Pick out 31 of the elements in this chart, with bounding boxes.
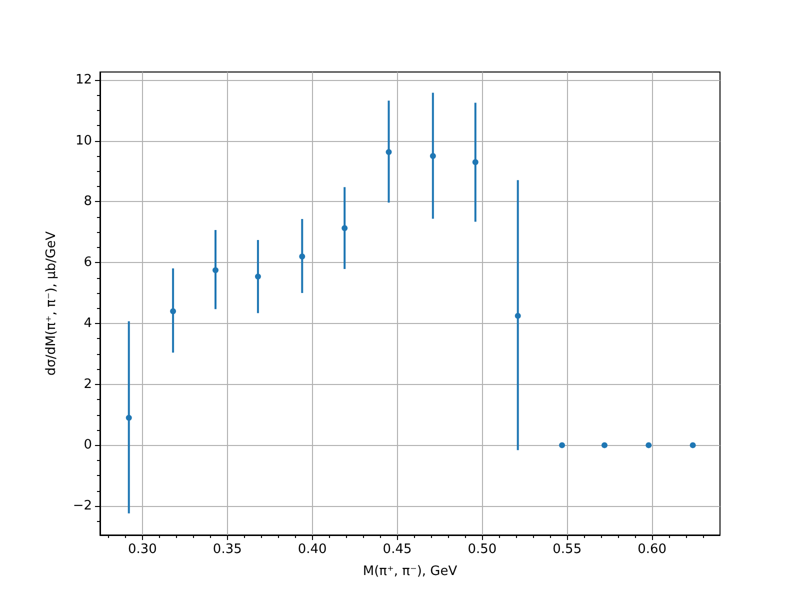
point — [254, 274, 261, 280]
point — [342, 225, 348, 232]
x-tick-label: 0.40 — [298, 542, 327, 557]
x-tick-label: 0.35 — [212, 542, 242, 557]
y-tick-label: 8 — [84, 194, 92, 210]
point — [126, 414, 132, 421]
point — [299, 253, 306, 260]
y-axis-title: dσ/dM(π⁺, π⁻), μb/GeV — [44, 231, 59, 376]
point — [430, 153, 436, 160]
y-tick-label: 0 — [84, 438, 92, 453]
x-tick-label: 0.50 — [468, 542, 497, 557]
y-tick-label: 12 — [75, 72, 92, 88]
point — [602, 442, 608, 448]
y-tick-label: 10 — [75, 133, 92, 148]
y-tick-label: 6 — [84, 255, 92, 270]
y-tick-label: 2 — [84, 376, 92, 392]
x-tick-label: 0.60 — [638, 542, 667, 557]
point — [472, 159, 478, 166]
x-tick-label: 0.45 — [382, 542, 412, 557]
point — [386, 149, 392, 156]
point — [646, 442, 652, 448]
x-tick-label: 0.30 — [128, 542, 157, 557]
point — [514, 312, 521, 319]
y-tick-label: 4 — [84, 316, 92, 331]
point — [212, 267, 219, 274]
y-tick-label: −2 — [72, 498, 92, 514]
x-tick-label: 0.55 — [552, 542, 582, 557]
x-axis-title: M(π⁺, π⁻), GeV — [362, 564, 458, 579]
point — [690, 442, 696, 448]
point — [170, 308, 176, 314]
point — [559, 442, 566, 448]
